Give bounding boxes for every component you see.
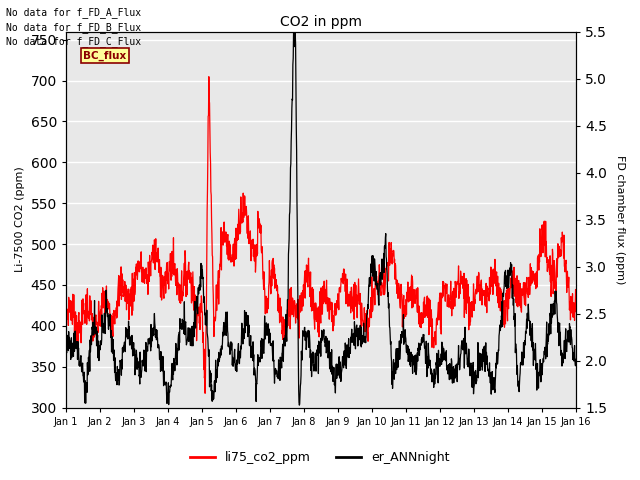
Text: No data for f_FD_B_Flux: No data for f_FD_B_Flux: [6, 22, 141, 33]
Legend: li75_co2_ppm, er_ANNnight: li75_co2_ppm, er_ANNnight: [186, 446, 454, 469]
Title: CO2 in ppm: CO2 in ppm: [280, 15, 362, 29]
Text: BC_flux: BC_flux: [83, 50, 127, 60]
Text: No data for f_FD_A_Flux: No data for f_FD_A_Flux: [6, 7, 141, 18]
Text: No data for f_FD_C_Flux: No data for f_FD_C_Flux: [6, 36, 141, 47]
Y-axis label: FD chamber flux (ppm): FD chamber flux (ppm): [615, 155, 625, 284]
Y-axis label: Li-7500 CO2 (ppm): Li-7500 CO2 (ppm): [15, 167, 25, 273]
